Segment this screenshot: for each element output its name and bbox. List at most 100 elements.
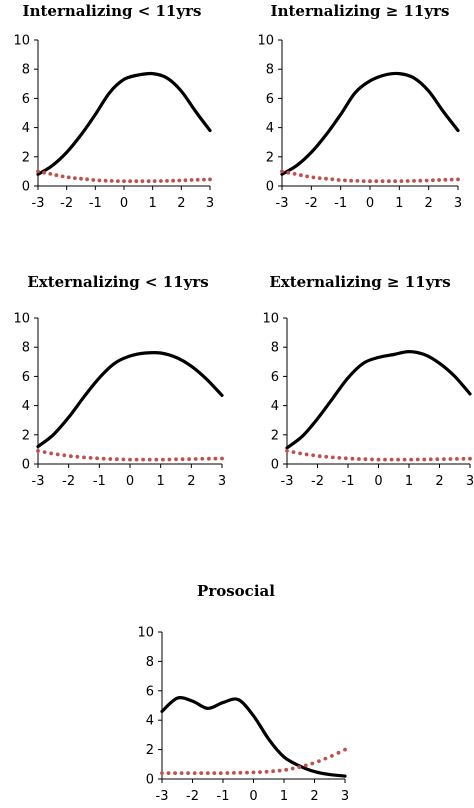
- x-tick-label: -1: [93, 474, 106, 489]
- series-dot: [103, 178, 108, 183]
- series-dot: [180, 457, 185, 462]
- y-tick-label: 6: [266, 92, 274, 107]
- series-dot: [101, 456, 106, 461]
- series-dotted-line: [280, 169, 460, 184]
- y-tick-label: 6: [271, 370, 279, 385]
- x-tick-label: 3: [206, 196, 214, 211]
- series-dot: [199, 771, 204, 775]
- series-dot: [121, 457, 126, 462]
- series-dot: [399, 179, 404, 184]
- series-dot: [380, 179, 385, 184]
- series-dot: [173, 771, 178, 775]
- series-dot: [405, 179, 410, 183]
- y-tick-label: 0: [271, 458, 279, 473]
- x-tick-label: -3: [156, 789, 169, 804]
- series-dot: [402, 457, 407, 462]
- series-dot: [330, 455, 335, 460]
- series-dot: [238, 770, 243, 775]
- series-dot: [393, 179, 397, 184]
- series-dot: [456, 177, 460, 182]
- series-dot: [286, 170, 291, 175]
- x-tick-label: -3: [281, 474, 294, 489]
- x-tick-label: 2: [310, 789, 318, 804]
- series-dot: [468, 456, 472, 461]
- series-dot: [431, 178, 435, 183]
- chart-panel-externalizing-under-11: Externalizing < 11yrs 0 2 4 6 8 10 -3 -2 -1 0 1 2 3: [13, 273, 226, 489]
- series-dot: [337, 456, 342, 460]
- chart-panel-internalizing-under-11: Internalizing < 11yrs 0 2 4 6 8 10 -3 -2 -1 0 1 2 3: [13, 2, 214, 211]
- y-tick-label: 2: [22, 428, 30, 443]
- series-dot: [159, 179, 163, 183]
- x-tick-label: -3: [32, 474, 45, 489]
- series-dot: [361, 179, 366, 184]
- series-dot: [317, 176, 322, 181]
- series-dot: [160, 771, 164, 775]
- series-dot: [412, 179, 416, 183]
- series-dot: [264, 769, 269, 774]
- series-dot: [418, 178, 423, 183]
- x-tick-label: 0: [120, 196, 128, 211]
- series-dot: [363, 457, 368, 462]
- series-dot: [376, 457, 381, 462]
- series-dot: [49, 451, 53, 456]
- x-tick-label: 2: [187, 474, 195, 489]
- x-tick-label: 0: [249, 789, 257, 804]
- series-dot: [258, 770, 262, 774]
- x-tick-label: -1: [334, 196, 347, 211]
- x-tick-label: 1: [405, 474, 413, 489]
- series-dot: [147, 457, 152, 462]
- series-dot: [69, 454, 73, 459]
- x-tick-label: 3: [466, 474, 474, 489]
- x-tick-label: -1: [217, 789, 230, 804]
- series-dot: [455, 457, 459, 461]
- series-dot: [389, 457, 394, 462]
- series-dot: [343, 456, 348, 461]
- series-dot: [374, 179, 379, 184]
- x-tick-label: 2: [435, 474, 443, 489]
- series-dot: [383, 457, 387, 462]
- series-dot: [409, 457, 414, 462]
- series-dot: [183, 178, 188, 183]
- x-tick-label: 0: [126, 474, 134, 489]
- y-tick-label: 6: [22, 92, 30, 107]
- series-dot: [304, 452, 309, 457]
- series-dot: [141, 457, 146, 462]
- y-tick-label: 0: [22, 458, 30, 473]
- series-dot: [285, 449, 289, 453]
- y-tick-label: 0: [22, 180, 30, 195]
- x-tick-label: 3: [218, 474, 226, 489]
- series-dot: [232, 771, 236, 775]
- series-dot: [303, 763, 308, 768]
- series-dot: [317, 454, 322, 459]
- series-dot: [280, 169, 284, 174]
- series-dot: [251, 770, 256, 775]
- series-dot: [179, 771, 184, 775]
- series-dot: [225, 771, 230, 775]
- x-tick-label: 3: [341, 789, 349, 804]
- x-tick-label: 3: [454, 196, 462, 211]
- series-dot: [128, 179, 133, 184]
- series-solid-line: [36, 71, 212, 176]
- series-dot: [336, 178, 341, 182]
- x-tick-label: -2: [60, 196, 73, 211]
- series-dot: [55, 452, 60, 457]
- series-dot: [66, 175, 71, 180]
- y-tick-label: 2: [146, 743, 154, 758]
- series-solid-line: [285, 350, 472, 450]
- y-tick-label: 2: [22, 150, 30, 165]
- series-dot: [323, 756, 328, 761]
- series-dot: [187, 457, 192, 461]
- x-tick-label: -1: [342, 474, 355, 489]
- series-dotted-line: [285, 449, 472, 462]
- series-dot: [140, 179, 145, 184]
- y-tick-label: 8: [266, 63, 274, 78]
- series-dot: [343, 178, 347, 183]
- y-tick-label: 0: [266, 180, 274, 195]
- series-dot: [116, 179, 120, 184]
- series-dot: [108, 457, 113, 461]
- y-tick-label: 8: [22, 341, 30, 356]
- series-solid-line: [160, 696, 347, 778]
- series-dot: [128, 457, 132, 462]
- series-dot: [350, 456, 355, 461]
- y-tick-label: 4: [22, 121, 30, 136]
